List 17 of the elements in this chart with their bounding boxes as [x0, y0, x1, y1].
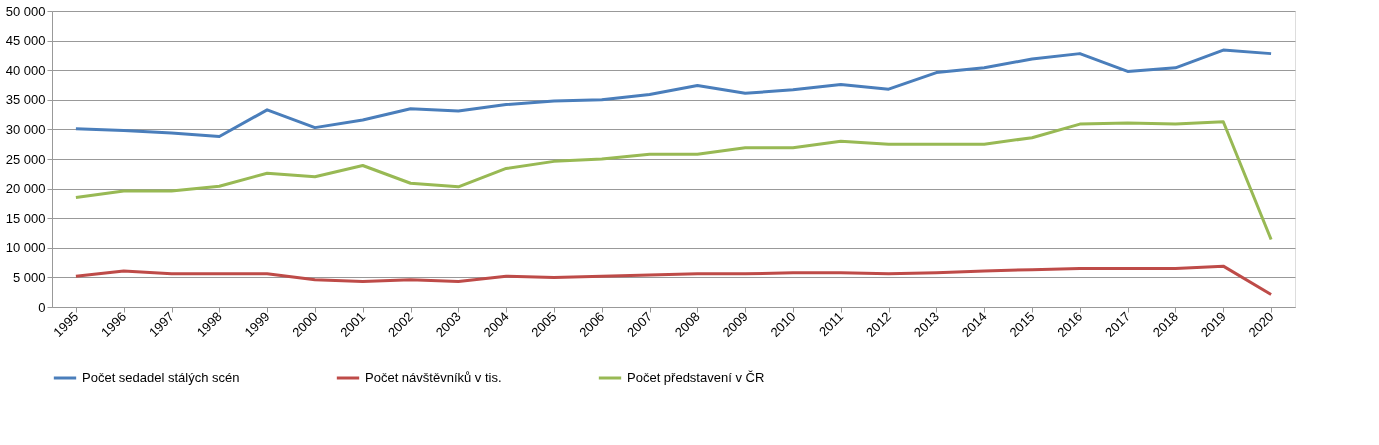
y-tick-label: 5 000	[12, 269, 46, 285]
y-tick-label: 40 000	[5, 62, 46, 78]
y-tick-label: 20 000	[5, 181, 46, 197]
y-tick-label: 0	[38, 299, 46, 315]
legend-label: Počet sedadel stálých scén	[82, 370, 240, 385]
y-tick-label: 30 000	[5, 121, 46, 137]
legend-label: Počet představení v ČR	[627, 370, 765, 385]
line-series	[74, 120, 1273, 242]
y-tick-label: 10 000	[5, 240, 46, 256]
y-tick-label: 50 000	[5, 3, 46, 19]
y-tick-label: 35 000	[5, 92, 46, 108]
y-tick-label: 45 000	[5, 33, 46, 49]
legend-label: Počet návštěvníků v tis.	[365, 370, 502, 385]
line-series	[74, 48, 1273, 138]
y-tick-label: 15 000	[5, 210, 46, 226]
line-series	[74, 264, 1273, 297]
y-tick-label: 25 000	[5, 151, 46, 167]
